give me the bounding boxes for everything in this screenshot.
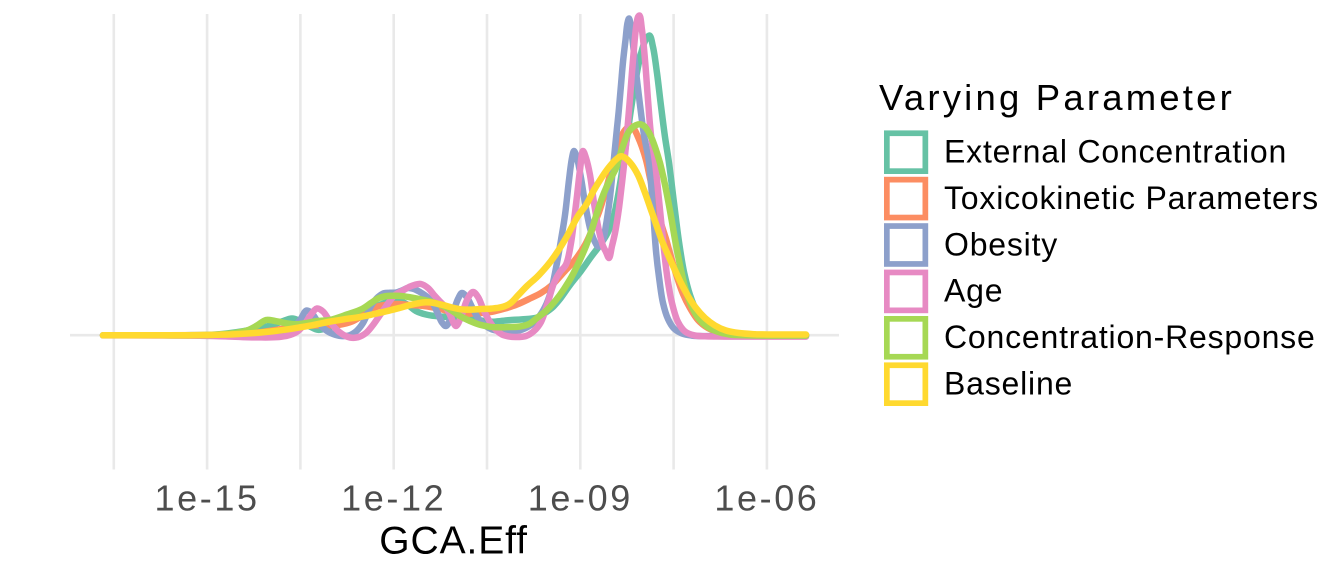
svg-text:Obesity: Obesity	[944, 226, 1058, 262]
svg-text:External Concentration: External Concentration	[944, 134, 1287, 170]
svg-text:Concentration-Response: Concentration-Response	[944, 319, 1316, 355]
svg-text:Baseline: Baseline	[944, 366, 1073, 402]
svg-text:1e-09: 1e-09	[528, 478, 633, 519]
svg-text:1e-15: 1e-15	[155, 478, 260, 519]
svg-text:GCA.Eff: GCA.Eff	[379, 520, 528, 563]
svg-text:Age: Age	[944, 273, 1003, 309]
svg-text:1e-12: 1e-12	[341, 478, 446, 519]
svg-text:1e-06: 1e-06	[714, 478, 819, 519]
svg-text:Toxicokinetic Parameters: Toxicokinetic Parameters	[944, 180, 1319, 216]
svg-text:Varying Parameter: Varying Parameter	[879, 77, 1235, 118]
